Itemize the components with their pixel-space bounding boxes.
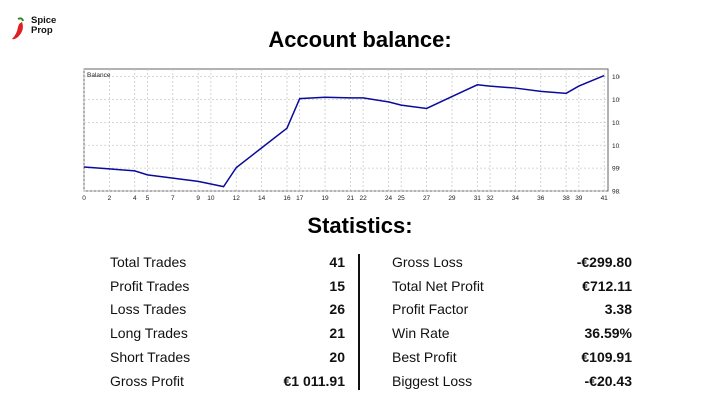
stat-label: Short Trades bbox=[110, 348, 191, 365]
x-tick-label: 24 bbox=[385, 195, 393, 202]
x-tick-label: 16 bbox=[283, 195, 291, 202]
stat-value: €109.91 bbox=[581, 348, 632, 365]
x-tick-label: 29 bbox=[448, 195, 456, 202]
x-tick-label: 32 bbox=[486, 195, 494, 202]
stat-value: 26 bbox=[329, 301, 345, 318]
x-tick-label: 2 bbox=[108, 195, 112, 202]
stat-row: Total Trades 41 bbox=[110, 252, 345, 272]
stat-row: Profit Trades 15 bbox=[110, 276, 345, 296]
x-tick-label: 12 bbox=[233, 195, 241, 202]
x-tick-label: 27 bbox=[423, 195, 431, 202]
x-tick-label: 22 bbox=[360, 195, 368, 202]
stats-divider bbox=[358, 254, 360, 390]
stat-row: Best Profit €109.91 bbox=[392, 347, 632, 367]
x-tick-label: 38 bbox=[563, 195, 571, 202]
stat-row: Gross Profit €1 011.91 bbox=[110, 371, 345, 391]
x-tick-label: 21 bbox=[347, 195, 355, 202]
stat-row: Profit Factor 3.38 bbox=[392, 299, 632, 319]
stat-value: €712.11 bbox=[582, 277, 632, 294]
x-tick-label: 41 bbox=[601, 195, 609, 202]
x-tick-label: 14 bbox=[258, 195, 266, 202]
stat-value: 15 bbox=[329, 277, 345, 294]
y-tick-label: 9996 bbox=[612, 166, 620, 173]
stat-label: Loss Trades bbox=[110, 301, 187, 318]
y-tick-label: 10692 bbox=[612, 74, 620, 81]
stat-label: Biggest Loss bbox=[392, 372, 473, 389]
y-tick-label: 10518 bbox=[612, 97, 620, 104]
x-tick-label: 25 bbox=[398, 195, 406, 202]
stat-row: Long Trades 21 bbox=[110, 323, 345, 343]
x-tick-label: 0 bbox=[82, 195, 86, 202]
stat-label: Total Net Profit bbox=[392, 277, 484, 294]
x-tick-label: 9 bbox=[196, 195, 200, 202]
statistics-heading: Statistics: bbox=[307, 213, 413, 238]
stat-label: Total Trades bbox=[110, 254, 187, 270]
brand-name: Spice Prop bbox=[31, 15, 57, 36]
stat-row: Win Rate 36.59% bbox=[392, 323, 632, 343]
x-tick-label: 10 bbox=[207, 195, 215, 202]
stat-value: 20 bbox=[329, 348, 345, 365]
brand-logo: Spice Prop bbox=[10, 14, 70, 44]
stat-row: Total Net Profit €712.11 bbox=[392, 276, 632, 296]
stat-row: Gross Loss -€299.80 bbox=[392, 252, 632, 272]
y-tick-label: 10344 bbox=[612, 120, 620, 127]
x-tick-label: 34 bbox=[512, 195, 520, 202]
y-tick-label: 9822 bbox=[612, 189, 620, 196]
stat-label: Win Rate bbox=[392, 325, 450, 342]
stat-label: Profit Factor bbox=[392, 301, 469, 318]
stat-value: -€20.43 bbox=[584, 372, 632, 389]
x-tick-label: 5 bbox=[146, 195, 150, 202]
x-tick-label: 19 bbox=[321, 195, 329, 202]
stat-label: Gross Loss bbox=[392, 254, 463, 270]
stat-value: -€299.80 bbox=[576, 254, 632, 270]
x-tick-label: 31 bbox=[474, 195, 482, 202]
y-tick-label: 10170 bbox=[612, 143, 620, 150]
x-tick-label: 4 bbox=[133, 195, 137, 202]
x-tick-label: 7 bbox=[171, 195, 175, 202]
x-tick-label: 17 bbox=[296, 195, 304, 202]
stat-row: Short Trades 20 bbox=[110, 347, 345, 367]
stat-label: Best Profit bbox=[392, 348, 457, 365]
stat-label: Long Trades bbox=[110, 325, 188, 342]
stat-value: 36.59% bbox=[584, 325, 632, 342]
x-tick-label: 39 bbox=[575, 195, 583, 202]
stat-label: Gross Profit bbox=[110, 372, 184, 389]
stat-label: Profit Trades bbox=[110, 277, 190, 294]
balance-chart: 0 2 4 5 7 9 10 12 14 16 17 19 21 22 24 25 27 29 31 32 34 36 38… bbox=[82, 68, 620, 202]
stat-row: Loss Trades 26 bbox=[110, 299, 345, 319]
plot-frame bbox=[83, 68, 609, 192]
chili-pepper-icon bbox=[12, 17, 24, 40]
stat-value: 21 bbox=[329, 325, 345, 342]
page-title: Account balance: bbox=[268, 27, 452, 52]
stat-value: €1 011.91 bbox=[283, 372, 345, 389]
stat-value: 41 bbox=[329, 254, 345, 270]
balance-series-line bbox=[83, 74, 605, 188]
x-tick-label: 36 bbox=[537, 195, 545, 202]
stat-value: 3.38 bbox=[604, 301, 632, 318]
stat-row: Biggest Loss -€20.43 bbox=[392, 371, 632, 391]
chart-title: Balance bbox=[87, 72, 111, 79]
